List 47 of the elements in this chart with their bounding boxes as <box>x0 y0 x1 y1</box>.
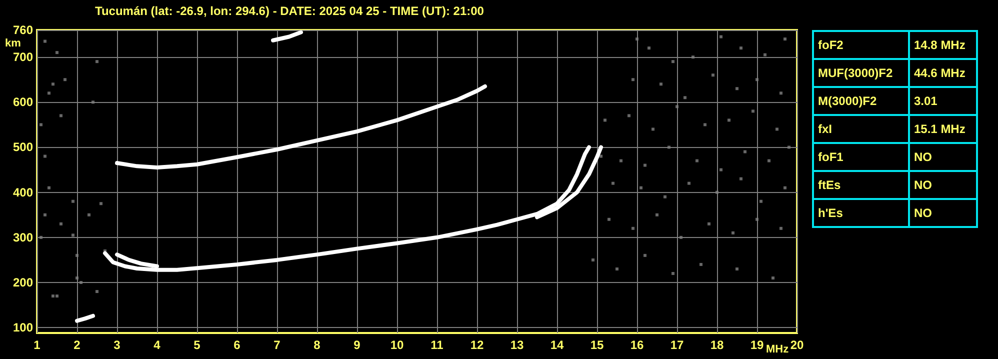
category-label: fxI <box>813 115 909 143</box>
x-tick-label: 19 <box>750 338 764 352</box>
category-label: foF2 <box>813 31 909 59</box>
x-tick-label: 18 <box>710 338 724 352</box>
x-tick-label: 9 <box>354 338 361 352</box>
y-tick-label: 700 <box>12 50 34 64</box>
text: 44.6 MHz <box>909 59 977 87</box>
text: NO <box>909 143 977 171</box>
x-tick-label: 4 <box>154 338 161 352</box>
y-tick-label: 300 <box>12 230 34 244</box>
category-label: MUF(3000)F2 <box>813 59 909 87</box>
y-axis-title: km <box>5 38 22 50</box>
y-tick-label: 200 <box>12 276 34 290</box>
x-tick-label: 5 <box>194 338 201 352</box>
x-tick-label: 3 <box>114 338 121 352</box>
x-tick-label: 6 <box>234 338 241 352</box>
text: NO <box>909 199 977 227</box>
x-tick-label: 10 <box>390 338 404 352</box>
category-label: foF1 <box>813 143 909 171</box>
x-tick-label: 15 <box>590 338 604 352</box>
x-tick-label: 1 <box>34 338 41 352</box>
category-label: ftEs <box>813 171 909 199</box>
text: NO <box>909 171 977 199</box>
x-tick-label: 14 <box>550 338 564 352</box>
line-series <box>115 252 159 268</box>
x-tick-label: 11 <box>430 338 444 352</box>
chart-title: Tucumán (lat: -26.9, lon: 294.6) - DATE: 2025 04 25 - TIME (UT): 21:00 <box>95 4 484 18</box>
text: 14.8 MHz <box>909 31 977 59</box>
text: 3.01 <box>909 87 977 115</box>
x-tick-label: 20 <box>790 338 804 352</box>
line-series <box>115 84 487 170</box>
y-tick-label: 500 <box>12 140 34 154</box>
category-label: h'Es <box>813 199 909 227</box>
y-tick-label: 600 <box>12 95 34 110</box>
x-tick-label: 12 <box>470 338 484 352</box>
x-tick-label: 2 <box>74 338 81 352</box>
category-label: M(3000)F2 <box>813 87 909 115</box>
x-tick-label: 16 <box>630 338 644 352</box>
x-tick-label: 13 <box>510 338 524 352</box>
y-tick-label: 400 <box>12 185 34 200</box>
x-tick-label: 17 <box>670 338 684 352</box>
y-tick-label: 760 <box>12 23 34 37</box>
y-tick-label: 100 <box>12 320 34 335</box>
x-tick-label: 7 <box>274 338 281 352</box>
x-axis-title: MHz <box>766 344 790 356</box>
text: 15.1 MHz <box>909 115 977 143</box>
x-tick-label: 8 <box>314 338 321 352</box>
